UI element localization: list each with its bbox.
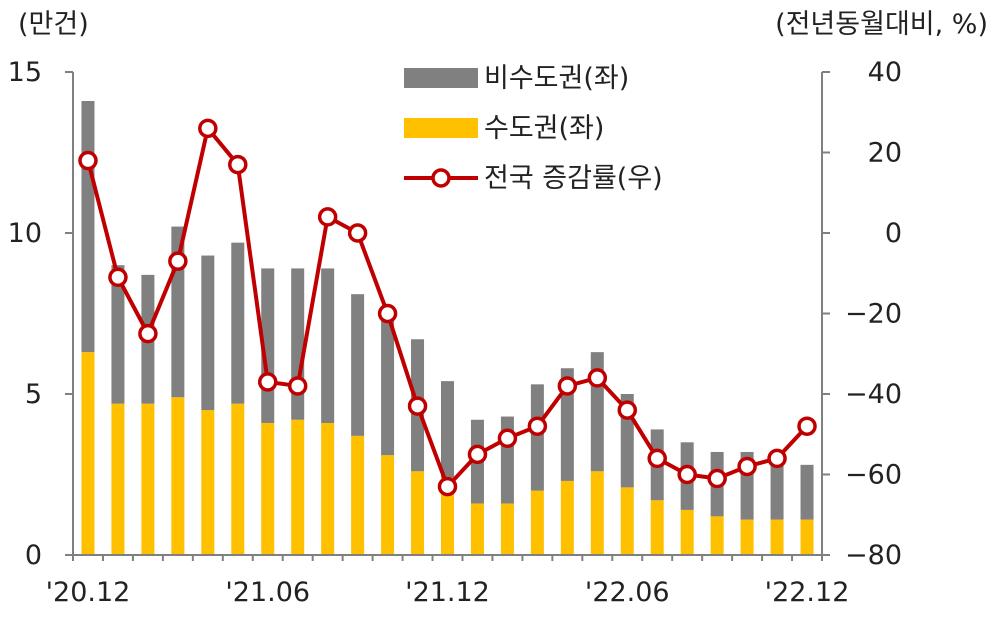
left-tick-label: 5 <box>25 379 42 410</box>
bar-capital-11 <box>411 471 425 555</box>
bar-non-capital-8 <box>321 268 335 423</box>
right-tick-label: −80 <box>845 540 902 571</box>
left-tick-label: 15 <box>8 57 42 88</box>
bar-non-capital-23 <box>770 458 784 520</box>
x-tick-label: '22.06 <box>585 577 670 608</box>
growth-rate-point-20 <box>677 464 697 485</box>
bar-capital-22 <box>740 519 754 555</box>
bar-capital-4 <box>201 410 215 555</box>
growth-rate-point-21 <box>707 468 727 489</box>
right-axis-unit: (전년동월대비, %) <box>775 9 988 40</box>
x-tick-label: '21.12 <box>405 577 490 608</box>
bar-capital-21 <box>710 516 724 555</box>
bar-capital-0 <box>81 352 95 555</box>
growth-rate-point-4 <box>198 118 218 139</box>
bar-capital-3 <box>171 397 185 555</box>
growth-rate-point-8 <box>317 207 338 227</box>
left-tick-label: 10 <box>8 218 42 249</box>
growth-rate-point-16 <box>557 376 578 396</box>
bar-capital-15 <box>530 490 544 555</box>
growth-rate-point-22 <box>737 456 757 477</box>
x-tick-label: '21.06 <box>225 577 310 608</box>
legend: 비수도권(좌) 수도권(좌) 전국 증감률(우) <box>404 63 663 194</box>
bar-capital-18 <box>620 487 634 555</box>
growth-rate-point-2 <box>138 323 158 344</box>
axes-layer: 0 5 10 15 −80 −60 −40 −20 0 20 40 '20.12 '21.06 '21.1… <box>8 57 902 608</box>
right-tick-label: −20 <box>845 299 902 330</box>
growth-rate-point-24 <box>797 416 817 436</box>
bar-capital-8 <box>321 422 335 555</box>
right-tick-label: −40 <box>845 379 902 410</box>
growth-rate-point-13 <box>467 444 488 465</box>
bar-capital-13 <box>470 503 484 555</box>
growth-rate-point-9 <box>347 223 368 243</box>
bar-capital-24 <box>800 519 814 555</box>
bar-capital-16 <box>560 480 574 555</box>
right-tick-label: 20 <box>868 138 902 169</box>
right-tick-label: −60 <box>845 460 902 491</box>
x-tick-label: '20.12 <box>46 577 131 608</box>
bar-capital-23 <box>770 519 784 555</box>
legend-label-2: 전국 증감률(우) <box>484 163 663 194</box>
bar-non-capital-4 <box>201 255 215 411</box>
bar-capital-9 <box>351 435 365 555</box>
growth-rate-point-10 <box>377 303 398 324</box>
growth-rate-point-19 <box>647 448 667 469</box>
bar-non-capital-24 <box>800 464 814 520</box>
bar-capital-20 <box>680 509 694 555</box>
bar-non-capital-0 <box>81 100 95 353</box>
bar-non-capital-5 <box>231 242 245 404</box>
legend-swatch-0 <box>404 68 478 88</box>
growth-rate-point-17 <box>587 368 608 388</box>
bar-capital-2 <box>141 403 155 555</box>
bar-non-capital-7 <box>291 268 305 420</box>
growth-rate-point-7 <box>287 376 308 396</box>
bar-capital-17 <box>590 471 604 555</box>
growth-rate-point-0 <box>78 150 98 171</box>
growth-rate-point-11 <box>407 396 428 416</box>
legend-label-1: 수도권(좌) <box>484 113 604 144</box>
growth-rate-point-3 <box>168 251 188 271</box>
bar-capital-12 <box>441 477 454 555</box>
bar-capital-1 <box>111 403 125 555</box>
bar-non-capital-9 <box>351 294 365 436</box>
left-tick-label: 0 <box>25 540 42 571</box>
x-tick-label: '22.12 <box>765 577 850 608</box>
bar-non-capital-10 <box>381 310 395 456</box>
growth-rate-point-1 <box>108 267 128 288</box>
legend-marker-2 <box>431 168 451 188</box>
growth-rate-point-18 <box>617 400 638 420</box>
bar-capital-10 <box>381 455 395 555</box>
growth-rate-point-23 <box>767 448 787 469</box>
growth-rate-point-5 <box>228 154 248 175</box>
line-layer <box>78 118 817 497</box>
bar-capital-14 <box>500 503 514 555</box>
legend-swatch-1 <box>404 118 478 138</box>
bar-capital-7 <box>291 419 305 555</box>
bar-non-capital-16 <box>560 368 574 481</box>
growth-rate-point-6 <box>257 372 278 392</box>
bar-non-capital-12 <box>441 381 454 478</box>
growth-rate-point-15 <box>527 416 548 436</box>
bar-capital-5 <box>231 403 245 555</box>
bar-non-capital-15 <box>530 384 544 491</box>
right-tick-label: 0 <box>885 218 902 249</box>
bar-non-capital-1 <box>111 265 125 404</box>
growth-rate-point-14 <box>497 428 518 449</box>
growth-rate-point-12 <box>437 476 458 497</box>
right-tick-label: 40 <box>868 57 902 88</box>
legend-label-0: 비수도권(좌) <box>484 63 629 94</box>
bar-capital-6 <box>261 422 275 555</box>
bar-capital-19 <box>650 500 664 555</box>
left-axis-unit: (만건) <box>18 9 89 40</box>
